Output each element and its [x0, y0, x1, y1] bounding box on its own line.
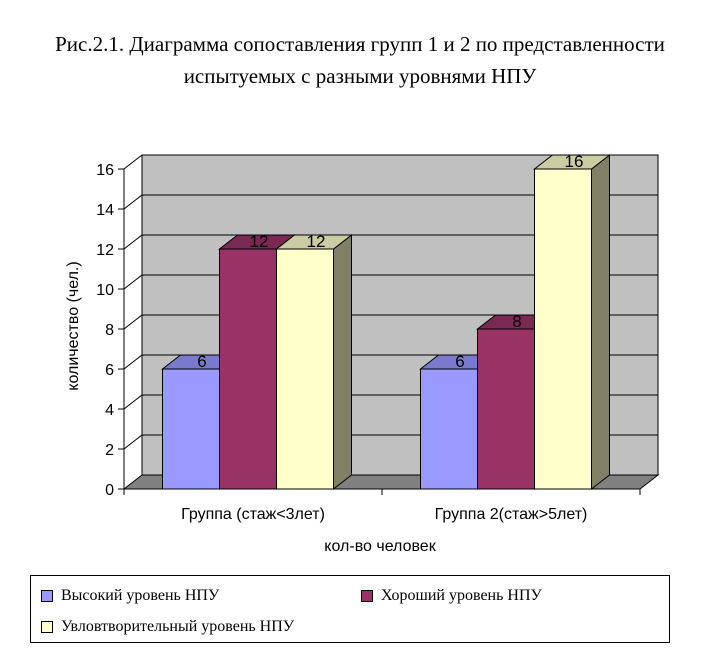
data-label: 6 [197, 352, 206, 371]
bar [534, 168, 592, 490]
legend-label-high: Высокий уровень НПУ [61, 587, 220, 604]
chart-title: Рис.2.1. Диаграмма сопоставления групп 1… [55, 32, 665, 88]
legend-label-good: Хороший уровень НПУ [381, 587, 542, 604]
data-label: 8 [512, 312, 521, 331]
bar [162, 368, 220, 490]
legend-swatch-satisfactory [41, 621, 53, 633]
x-axis-title: кол-во человек [324, 538, 436, 555]
legend-item-good: Хороший уровень НПУ [361, 587, 542, 605]
chart-bars [161, 153, 611, 491]
data-label: 12 [250, 232, 269, 251]
bar [477, 328, 535, 490]
y-tick-label: 10 [96, 282, 114, 299]
bar [420, 368, 478, 490]
gridline [123, 194, 658, 210]
chart-labels: 6 12 12 6 8 16 [197, 152, 583, 371]
data-label: 16 [565, 152, 584, 171]
y-tick-label: 0 [105, 482, 114, 499]
y-tick-label: 2 [105, 442, 114, 459]
gridline [123, 314, 658, 330]
bar-side [591, 153, 610, 491]
y-tick-label: 8 [105, 322, 114, 339]
legend-item-satisfactory: Увловтворительный уровень НПУ [41, 618, 294, 636]
bar [276, 248, 334, 490]
y-tick-label: 12 [96, 242, 114, 259]
legend-label-satisfactory: Увловтворительный уровень НПУ [61, 618, 295, 635]
y-axis-title: количество (чел.) [65, 261, 82, 390]
y-tick-label: 16 [96, 162, 114, 179]
gridline [123, 154, 658, 170]
legend-item-high: Высокий уровень НПУ [41, 587, 219, 605]
gridline [123, 274, 658, 290]
y-tick-label: 6 [105, 362, 114, 379]
data-label: 6 [455, 352, 464, 371]
bar-side [333, 233, 352, 491]
bar [219, 248, 277, 490]
legend-swatch-good [361, 590, 373, 602]
y-tick-label: 4 [105, 402, 114, 419]
legend: Высокий уровень НПУ Хороший уровень НПУ … [30, 575, 670, 643]
legend-swatch-high [41, 590, 53, 602]
gridline [123, 234, 658, 250]
chart-plot: 0 2 4 6 8 10 12 14 16 Группа (стаж<3лет) Группа 2(… [65, 152, 660, 555]
x-tick-label: Группа (стаж<3лет) [181, 506, 325, 523]
data-label: 12 [307, 232, 326, 251]
x-tick-label: Группа 2(стаж>5лет) [435, 506, 588, 523]
y-tick-label: 14 [96, 202, 114, 219]
